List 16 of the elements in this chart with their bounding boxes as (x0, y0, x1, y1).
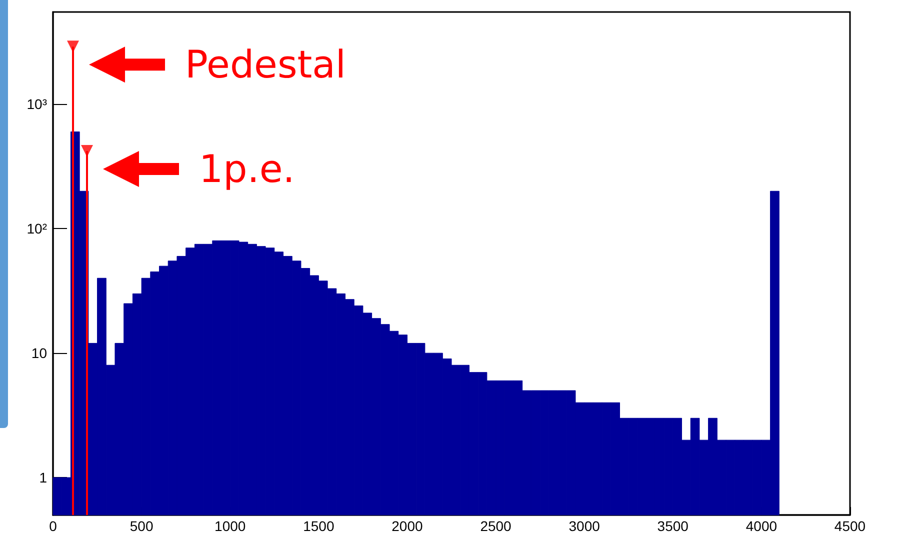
x-tick-label: 4000 (746, 518, 778, 534)
x-tick-label: 2000 (392, 518, 423, 534)
x-tick-label: 3500 (657, 518, 689, 534)
x-tick-label: 2500 (480, 518, 512, 534)
y-tick-label: 10³ (26, 96, 48, 112)
x-tick-label: 1000 (214, 518, 246, 534)
annotation: 1p.e. (199, 147, 295, 192)
x-tick-label: 0 (49, 518, 58, 534)
y-tick-label: 1 (39, 470, 48, 486)
x-tick-label: 4500 (834, 518, 866, 534)
y-tick-label: 10 (31, 345, 48, 362)
x-tick-label: 1500 (303, 518, 334, 534)
y-tick-label: 10² (26, 220, 48, 237)
x-tick-label: 500 (130, 518, 154, 534)
x-tick-label: 3000 (568, 518, 600, 534)
annotation: Pedestal (185, 42, 346, 87)
